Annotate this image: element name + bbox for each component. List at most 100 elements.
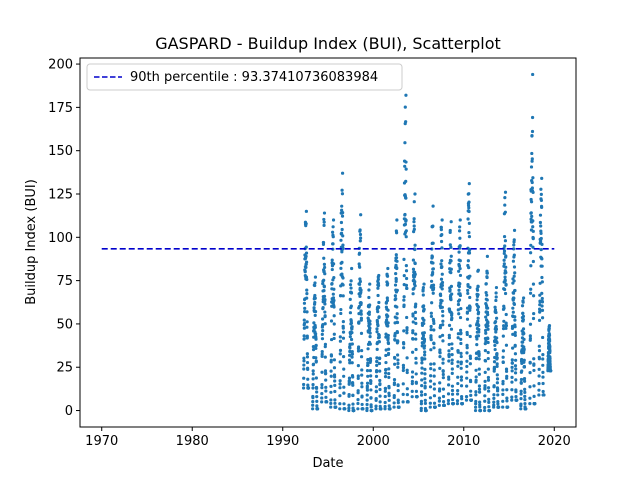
scatter-point (468, 274, 472, 278)
scatter-point (512, 279, 516, 283)
scatter-point (468, 379, 473, 384)
scatter-point (450, 312, 454, 316)
scatter-point (313, 293, 317, 298)
scatter-point (513, 333, 517, 337)
scatter-point (366, 363, 370, 367)
scatter-point (311, 399, 315, 404)
scatter-point (395, 218, 399, 222)
scatter-point (412, 217, 416, 221)
scatter-point (341, 320, 345, 324)
scatter-point (414, 381, 418, 385)
scatter-point (412, 227, 416, 231)
scatter-point (512, 247, 516, 251)
scatter-point (483, 349, 487, 353)
scatter-point (468, 247, 472, 252)
scatter-point (465, 359, 469, 363)
scatter-point (458, 282, 462, 286)
scatter-point (303, 310, 307, 314)
scatter-point (432, 401, 437, 405)
scatter-point (314, 386, 319, 390)
scatter-point (494, 310, 498, 315)
scatter-point (493, 355, 497, 360)
scatter-point (528, 336, 533, 341)
scatter-point (304, 245, 308, 249)
scatter-point (431, 267, 435, 271)
scatter-point (486, 340, 490, 345)
scatter-point (304, 222, 308, 226)
scatter-point (440, 305, 444, 309)
scatter-point (474, 405, 478, 409)
scatter-point (484, 282, 488, 286)
scatter-point (449, 327, 454, 331)
scatter-point (519, 402, 523, 406)
scatter-point (387, 367, 391, 371)
scatter-point (458, 293, 462, 298)
scatter-point (404, 167, 408, 171)
scatter-point (449, 259, 453, 263)
scatter-point (503, 275, 507, 279)
scatter-point (459, 331, 463, 335)
scatter-point (465, 332, 469, 337)
scatter-point (338, 382, 342, 386)
scatter-point (410, 379, 414, 384)
scatter-point (457, 312, 461, 316)
scatter-point (503, 279, 507, 283)
scatter-point (396, 361, 400, 366)
scatter-point (493, 305, 497, 309)
scatter-point (323, 355, 327, 359)
scatter-point (458, 236, 462, 240)
scatter-point (312, 321, 316, 325)
scatter-point (377, 340, 381, 344)
scatter-point (359, 331, 364, 335)
scatter-point (484, 331, 488, 335)
scatter-point (315, 390, 319, 394)
scatter-point (322, 256, 326, 260)
scatter-point (475, 288, 480, 292)
scatter-point (449, 245, 453, 249)
scatter-point (539, 236, 543, 241)
scatter-point (357, 262, 361, 266)
scatter-point (302, 334, 306, 338)
scatter-point (441, 314, 445, 318)
scatter-point (528, 334, 532, 338)
scatter-point (420, 371, 424, 375)
scatter-point (375, 327, 379, 331)
scatter-point (368, 369, 372, 373)
scatter-point (447, 342, 451, 347)
scatter-point (467, 266, 471, 270)
scatter-point (502, 234, 507, 239)
scatter-point (429, 279, 434, 283)
scatter-point (459, 328, 463, 332)
scatter-point (450, 353, 454, 357)
scatter-point (447, 349, 451, 353)
scatter-point (360, 348, 364, 353)
scatter-point (455, 399, 460, 403)
scatter-point (451, 398, 455, 402)
scatter-point (529, 243, 533, 247)
scatter-point (423, 398, 427, 402)
scatter-point (432, 286, 436, 290)
scatter-point (305, 292, 309, 296)
scatter-point (404, 276, 409, 281)
scatter-point (447, 354, 451, 359)
scatter-point (459, 354, 463, 359)
scatter-point (458, 315, 463, 320)
scatter-point (414, 332, 418, 336)
scatter-point (403, 141, 407, 145)
scatter-point (404, 179, 408, 184)
scatter-point (303, 306, 307, 310)
scatter-point (503, 196, 507, 200)
scatter-point (548, 349, 552, 353)
scatter-point (341, 234, 345, 238)
scatter-point (446, 392, 451, 396)
scatter-point (467, 231, 471, 235)
scatter-point (356, 376, 360, 380)
scatter-point (333, 375, 337, 379)
scatter-point (513, 315, 517, 319)
x-tick-label: 2000 (357, 434, 390, 449)
scatter-point (343, 407, 347, 411)
scatter-point (324, 385, 328, 389)
scatter-point (383, 386, 388, 391)
scatter-point (387, 386, 391, 390)
